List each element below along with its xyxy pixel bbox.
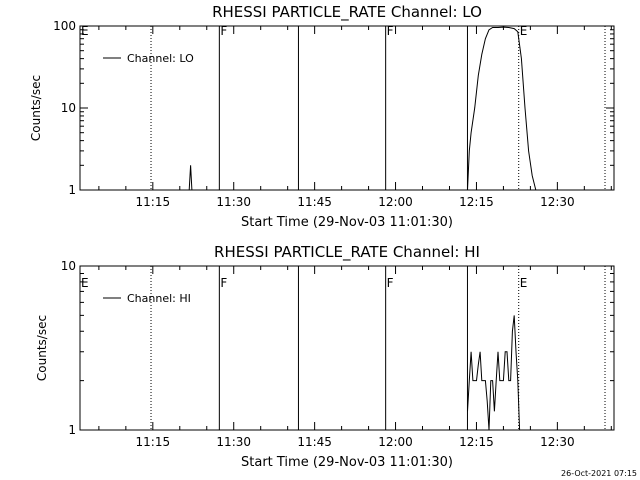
series-line — [188, 165, 193, 191]
footer-timestamp: 26-Oct-2021 07:15 — [561, 469, 637, 478]
x-tick-label: 11:30 — [216, 195, 251, 209]
legend: Channel: LO — [103, 52, 194, 65]
series-line — [467, 26, 537, 191]
chart-panel-lo: RHESSI PARTICLE_RATE Channel: LO Counts/… — [29, 3, 615, 230]
x-tick-label: 12:15 — [459, 435, 494, 449]
y-axis-label: Counts/sec — [35, 315, 49, 381]
y-axis-label: Counts/sec — [29, 75, 43, 141]
event-marker-label: F — [387, 24, 394, 38]
chart-title: RHESSI PARTICLE_RATE Channel: HI — [214, 243, 480, 262]
data-series — [188, 26, 537, 191]
chart-title: RHESSI PARTICLE_RATE Channel: LO — [212, 3, 482, 22]
x-tick-label: 12:00 — [378, 435, 413, 449]
event-marker-label: E — [81, 24, 89, 38]
event-marker-label: F — [220, 24, 227, 38]
y-tick-label: 100 — [53, 19, 76, 33]
y-tick-label: 1 — [68, 423, 76, 437]
x-tick-label: 12:00 — [378, 195, 413, 209]
y-tick-label: 1 — [68, 183, 76, 197]
axis-ticks: 11:15 11:30 11:45 12:00 12:15 12:30 1 10 100 — [53, 19, 614, 209]
event-marker-label: E — [520, 276, 528, 290]
x-tick-label: 11:30 — [216, 435, 251, 449]
x-tick-label: 11:45 — [297, 435, 332, 449]
x-axis-label: Start Time (29-Nov-03 11:01:30) — [241, 215, 453, 230]
y-tick-label: 10 — [61, 101, 76, 115]
x-tick-label: 12:15 — [459, 195, 494, 209]
event-marker-label: E — [520, 24, 528, 38]
legend-entry: Channel: LO — [127, 52, 194, 65]
data-series — [467, 315, 521, 431]
x-tick-label: 12:30 — [540, 435, 575, 449]
chart-panel-hi: RHESSI PARTICLE_RATE Channel: HI Counts/… — [35, 243, 615, 470]
x-tick-label: 11:15 — [136, 435, 171, 449]
legend-entry: Channel: HI — [127, 292, 191, 305]
x-tick-label: 11:15 — [136, 195, 171, 209]
x-tick-label: 12:30 — [540, 195, 575, 209]
x-axis-label: Start Time (29-Nov-03 11:01:30) — [241, 455, 453, 470]
event-marker-label: F — [220, 276, 227, 290]
event-marker-label: E — [81, 276, 89, 290]
legend: Channel: HI — [103, 292, 191, 305]
y-tick-label: 10 — [61, 259, 76, 273]
series-line — [467, 315, 521, 431]
event-marker-label: F — [387, 276, 394, 290]
axis-ticks: 11:15 11:30 11:45 12:00 12:15 12:30 1 10 — [61, 259, 614, 449]
x-tick-label: 11:45 — [297, 195, 332, 209]
